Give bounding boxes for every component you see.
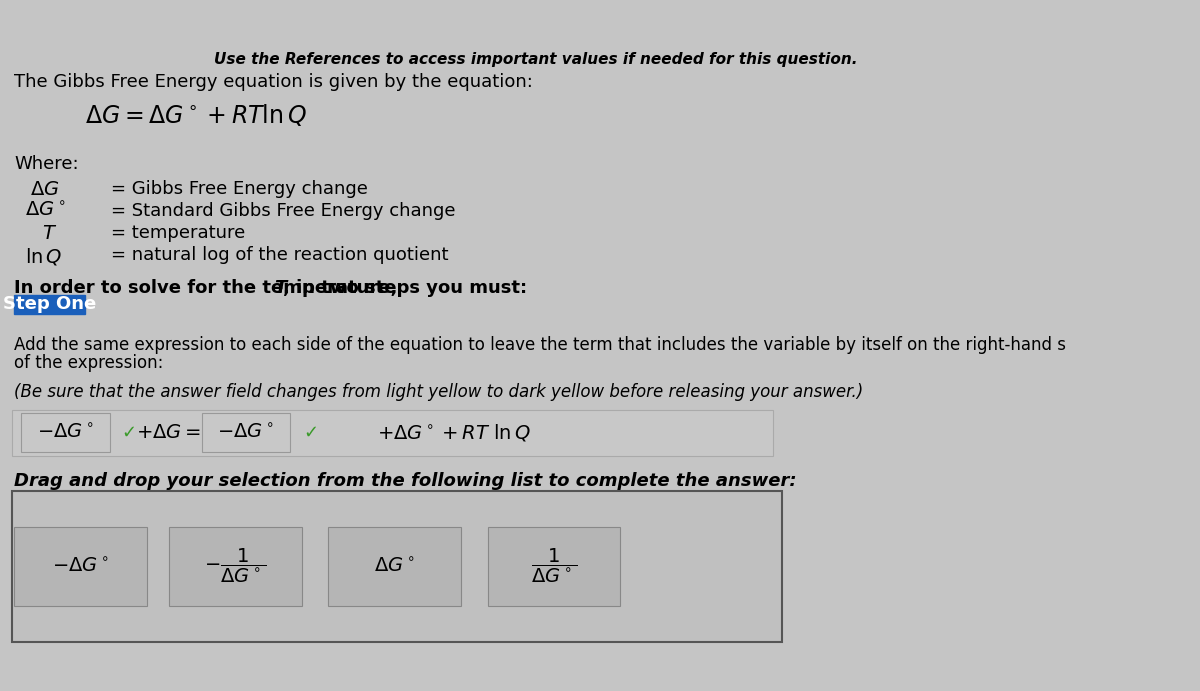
Text: = temperature: = temperature <box>112 224 246 242</box>
Text: Use the References to access important values if needed for this question.: Use the References to access important v… <box>215 52 858 67</box>
Text: $\Delta G = \Delta G^\circ + RT\ln Q$: $\Delta G = \Delta G^\circ + RT\ln Q$ <box>85 102 307 128</box>
Text: = natural log of the reaction quotient: = natural log of the reaction quotient <box>112 246 449 264</box>
Bar <box>169 527 301 606</box>
Text: $\Delta G^\circ$: $\Delta G^\circ$ <box>24 202 66 221</box>
Text: Drag and drop your selection from the following list to complete the answer:: Drag and drop your selection from the fo… <box>14 472 797 490</box>
Text: Step One: Step One <box>2 295 96 313</box>
Bar <box>22 413 109 452</box>
Bar <box>12 491 782 643</box>
Text: $T$: $T$ <box>42 224 58 243</box>
Text: $\Delta G^\circ$: $\Delta G^\circ$ <box>374 557 415 576</box>
Bar <box>329 527 461 606</box>
Text: $-\dfrac{1}{\Delta G^\circ}$: $-\dfrac{1}{\Delta G^\circ}$ <box>204 547 266 585</box>
Bar <box>12 410 774 455</box>
Text: (Be sure that the answer field changes from light yellow to dark yellow before r: (Be sure that the answer field changes f… <box>14 383 863 401</box>
Text: $\dfrac{1}{\Delta G^\circ}$: $\dfrac{1}{\Delta G^\circ}$ <box>530 547 577 585</box>
Bar <box>202 413 290 452</box>
Text: $-\Delta G^\circ$: $-\Delta G^\circ$ <box>52 557 109 576</box>
Text: In order to solve for the temperature,: In order to solve for the temperature, <box>14 278 403 296</box>
Text: $-\Delta G^\circ$: $-\Delta G^\circ$ <box>37 423 94 442</box>
Bar <box>14 527 146 606</box>
Text: $\ln Q$: $\ln Q$ <box>24 246 62 267</box>
Text: Add the same expression to each side of the equation to leave the term that incl: Add the same expression to each side of … <box>14 337 1066 354</box>
Text: $-\Delta G^\circ$: $-\Delta G^\circ$ <box>217 423 275 442</box>
Text: T: T <box>275 278 287 296</box>
Text: $+\Delta G^\circ+RT\ \ln Q$: $+\Delta G^\circ+RT\ \ln Q$ <box>377 422 530 443</box>
Text: $\Delta G$: $\Delta G$ <box>30 180 59 198</box>
Text: ✓: ✓ <box>121 424 137 442</box>
Text: Where:: Where: <box>14 155 79 173</box>
Text: = Gibbs Free Energy change: = Gibbs Free Energy change <box>112 180 368 198</box>
Text: , in two steps you must:: , in two steps you must: <box>283 278 527 296</box>
Text: of the expression:: of the expression: <box>14 354 163 372</box>
Text: $+\Delta G=$: $+\Delta G=$ <box>137 423 202 442</box>
Text: The Gibbs Free Energy equation is given by the equation:: The Gibbs Free Energy equation is given … <box>14 73 533 91</box>
Text: = Standard Gibbs Free Energy change: = Standard Gibbs Free Energy change <box>112 202 456 220</box>
Bar <box>14 294 85 314</box>
Text: ✓: ✓ <box>302 424 318 442</box>
Bar <box>487 527 620 606</box>
